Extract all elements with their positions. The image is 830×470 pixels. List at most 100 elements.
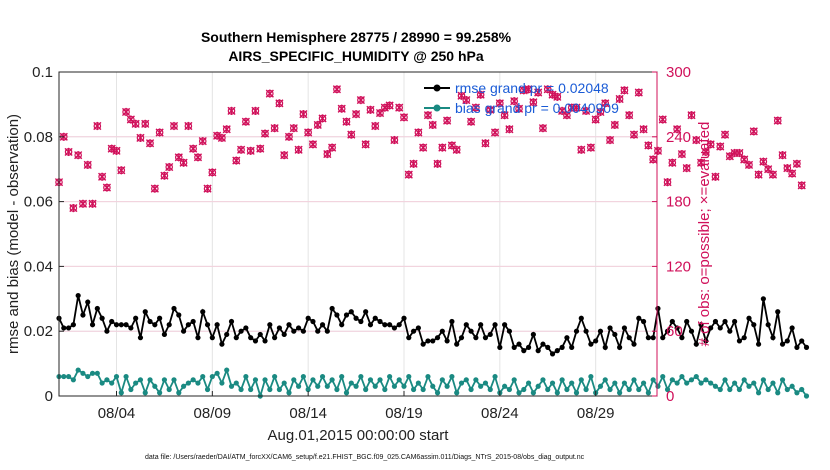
obs-evaluated-point <box>380 103 389 112</box>
rmse-point <box>669 318 675 325</box>
rmse-point <box>727 328 733 334</box>
bias-point <box>410 386 417 393</box>
obs-evaluated-point <box>629 130 639 139</box>
bias-point <box>85 373 91 380</box>
obs-evaluated-point <box>649 155 658 164</box>
bias-point <box>161 377 168 383</box>
bias-point <box>137 377 144 383</box>
rmse-point <box>248 335 254 341</box>
bias-point <box>190 377 196 383</box>
obs-evaluated-point <box>189 144 198 153</box>
rmse-point <box>645 335 651 341</box>
rmse-point <box>549 351 556 357</box>
obs-evaluated-point <box>308 140 318 149</box>
rmse-point <box>219 341 225 347</box>
bias-point <box>779 377 786 383</box>
bias-point <box>559 377 565 383</box>
rmse-point <box>573 328 580 334</box>
obs-evaluated-point <box>768 170 778 179</box>
obs-evaluated-point <box>208 168 217 177</box>
rmse-point <box>324 328 330 334</box>
bias-point <box>650 377 656 383</box>
bias-point <box>75 367 81 373</box>
obs-evaluated-point <box>601 99 610 108</box>
bias-point <box>684 380 690 386</box>
bias-point <box>363 386 369 393</box>
rmse-point <box>631 341 637 347</box>
bias-point <box>406 373 412 380</box>
rmse-point <box>559 344 565 350</box>
rmse-point <box>128 325 134 331</box>
bias-point <box>746 383 752 389</box>
bias-point <box>803 393 810 399</box>
obs-evaluated-point <box>625 111 634 120</box>
obs-evaluated-point <box>179 158 188 167</box>
rmse-point <box>396 322 402 328</box>
obs-evaluated-point <box>145 139 155 148</box>
obs-evaluated-point <box>524 85 533 94</box>
rmse-point <box>607 325 613 331</box>
y-right-tick-label: 300 <box>666 64 691 81</box>
bias-point <box>166 386 172 393</box>
obs-evaluated-point <box>399 113 409 122</box>
bias-point <box>291 377 297 383</box>
obs-evaluated-point <box>577 145 586 154</box>
rmse-point <box>430 338 436 344</box>
chart-title-line2: AIRS_SPECIFIC_HUMIDITY @ 250 hPa <box>228 48 484 64</box>
y-left-tick-label: 0.08 <box>24 129 53 146</box>
bias-point <box>200 373 206 380</box>
bias-point <box>387 373 393 380</box>
bias-point <box>521 386 527 393</box>
obs-evaluated-point <box>510 97 519 106</box>
obs-evaluated-point <box>260 129 270 138</box>
bias-point <box>674 380 680 386</box>
rmse-point <box>85 299 91 305</box>
obs-evaluated-point <box>141 119 150 128</box>
rmse-point <box>391 325 398 331</box>
obs-evaluated-point <box>471 103 480 112</box>
obs-evaluated-point <box>404 170 413 179</box>
rmse-point <box>712 318 719 325</box>
rmse-point <box>717 325 723 331</box>
rmse-point <box>267 322 273 328</box>
rmse-point <box>612 331 618 338</box>
rmse-point <box>329 305 335 312</box>
rmse-point <box>554 348 560 354</box>
obs-evaluated-point <box>342 117 351 126</box>
obs-evaluated-point <box>328 143 337 152</box>
y-left-tick-label: 0.02 <box>24 323 53 340</box>
rmse-point <box>343 312 350 318</box>
bias-point <box>626 386 632 393</box>
obs-evaluated-point <box>634 88 643 97</box>
rmse-point <box>770 335 776 341</box>
x-tick-label: 08/09 <box>194 405 232 422</box>
rmse-point <box>348 309 354 315</box>
rmse-point <box>147 318 153 325</box>
rmse-point <box>775 309 781 315</box>
rmse-point <box>310 318 316 325</box>
obs-evaluated-point <box>486 105 495 114</box>
obs-evaluated-point <box>443 116 452 125</box>
bias-point <box>502 383 508 389</box>
obs-evaluated-point <box>639 125 648 134</box>
obs-evaluated-point <box>687 111 696 120</box>
rmse-point <box>684 318 690 325</box>
rmse-point <box>439 328 445 334</box>
bias-point <box>511 377 517 383</box>
obs-evaluated-point <box>256 144 265 153</box>
legend-bias-marker <box>433 104 441 112</box>
obs-evaluated-point <box>280 151 289 160</box>
bias-point <box>224 367 230 373</box>
rmse-point <box>588 341 594 347</box>
obs-evaluated-point <box>236 145 246 154</box>
bias-point <box>104 377 110 383</box>
bias-point <box>784 386 790 393</box>
rmse-point <box>257 331 263 338</box>
rmse-point <box>617 344 623 350</box>
bias-point <box>324 383 330 389</box>
rmse-point <box>262 338 268 344</box>
obs-evaluated-point <box>682 164 691 173</box>
obs-evaluated-point <box>117 166 126 175</box>
rmse-point <box>540 341 546 347</box>
obs-evaluated-point <box>150 184 159 193</box>
